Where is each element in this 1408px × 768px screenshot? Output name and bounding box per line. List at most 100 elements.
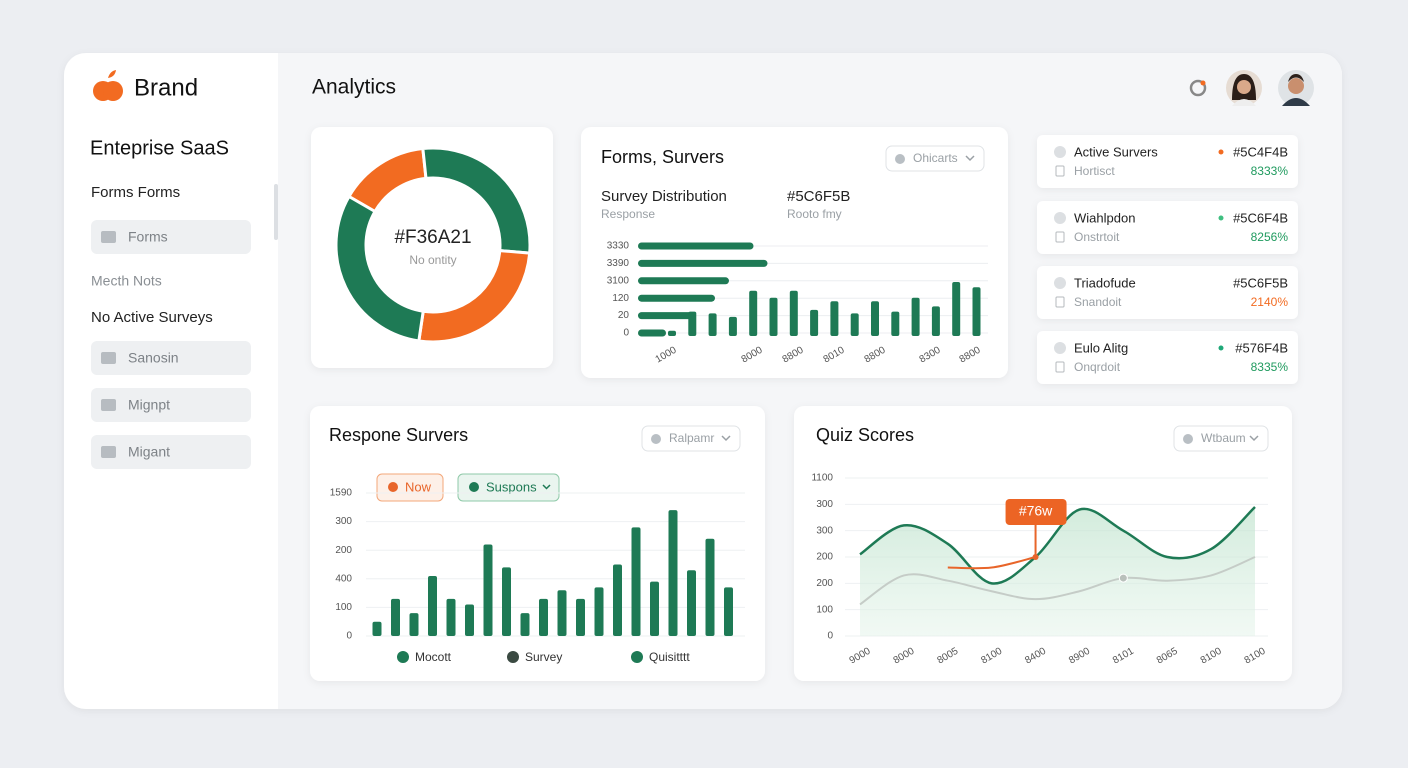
bar [520,613,530,636]
y-tick-label: 3100 [607,275,630,286]
y-tick-label: 200 [335,545,352,556]
dropdown[interactable] [1173,425,1269,452]
section-heading: Forms Forms [91,184,180,201]
bar [594,587,604,636]
dropdown[interactable] [885,145,985,172]
y-tick-label: 200 [816,578,833,589]
nav-icon [101,352,116,364]
y-tick-label: 100 [816,604,833,615]
bar [728,316,737,336]
bar [372,621,382,636]
bar [465,604,474,636]
bar [446,598,456,636]
bar [952,282,961,336]
bar [724,587,733,636]
logo [93,70,123,101]
workspace: Enteprise SaaS [90,137,229,159]
status-dot [1218,149,1224,155]
doc-icon [1055,361,1065,373]
nav-item[interactable] [91,435,251,469]
dropdown-icon [895,154,905,164]
y-tick-label: 20 [618,310,630,321]
bar [409,613,419,636]
dropdown-label: Ralpamr [669,431,714,445]
bar [891,311,900,336]
bar [769,297,778,336]
list-percent: 2140% [1251,295,1289,309]
list-avatar [1054,146,1066,158]
doc-icon [1055,296,1065,308]
nav-item[interactable] [91,388,251,422]
hbar [638,294,715,302]
brand: Brand [134,74,198,101]
section-caption: Mecth Nots [91,273,162,289]
y-tick-label: 0 [623,328,629,339]
bar [749,290,758,336]
list-name: Wiahlpdon [1074,210,1135,225]
list-code: #576F4B [1235,340,1288,355]
header-icons [1189,70,1314,106]
nav-icon [101,231,116,243]
y-tick-label: 200 [816,552,833,563]
list-card[interactable] [1037,201,1298,254]
hbar [638,259,768,267]
list-avatar [1054,342,1066,354]
card-title: Forms, Survers [601,147,724,167]
nav-label: Sanosin [128,350,179,366]
bar [483,544,493,636]
list-name: Active Survers [1074,144,1158,159]
list-card[interactable] [1037,266,1298,319]
list-card[interactable] [1037,331,1298,384]
hbar [638,312,694,320]
annotation-box [1005,499,1067,525]
y-tick-label: 120 [612,293,629,304]
filter-button[interactable] [457,473,560,502]
nav-icon [101,446,116,458]
list-percent: 8333% [1251,164,1289,178]
list-code: #5C6F4B [1233,210,1288,225]
subtitle-caption: Rooto fmy [787,207,842,221]
nav-item[interactable] [91,220,251,254]
line-series [947,556,1036,570]
bar [830,301,839,336]
y-tick-label: 400 [335,573,352,584]
point-marker [1118,573,1128,583]
y-tick-label: 300 [816,525,833,536]
annotation-label: #76w [1019,503,1053,519]
bar [688,311,697,336]
bar [668,330,676,336]
y-tick-label: 3390 [607,258,630,269]
card-title: Respone Survers [329,425,468,445]
status-dot [1218,345,1224,351]
bar [810,309,819,336]
list-percent: 8256% [1251,230,1289,244]
line-series [859,556,1256,606]
dropdown[interactable] [641,425,741,452]
button-icon [388,482,398,492]
bar [539,598,548,636]
legend-swatch [507,651,519,663]
button-label: Now [405,479,432,494]
bar [972,287,981,336]
bar [705,538,715,636]
bar [708,313,717,336]
list-avatar [1054,277,1066,289]
y-tick-label: 1590 [330,488,353,499]
status-dot [1218,215,1224,221]
list-avatar [1054,212,1066,224]
legend-label: Mocott [415,650,452,664]
bar [850,313,859,336]
nav-icon [101,399,116,411]
button-label: Suspons [486,479,537,494]
chevron [1249,435,1259,442]
y-tick-label: 0 [346,631,352,642]
y-tick-label: 100 [335,602,352,613]
legend-label: Quisitttt [649,650,690,664]
bar [789,290,798,336]
filter-button[interactable] [376,473,444,502]
bar [576,598,585,636]
nav-item[interactable] [91,341,251,375]
list-card[interactable] [1037,135,1298,188]
